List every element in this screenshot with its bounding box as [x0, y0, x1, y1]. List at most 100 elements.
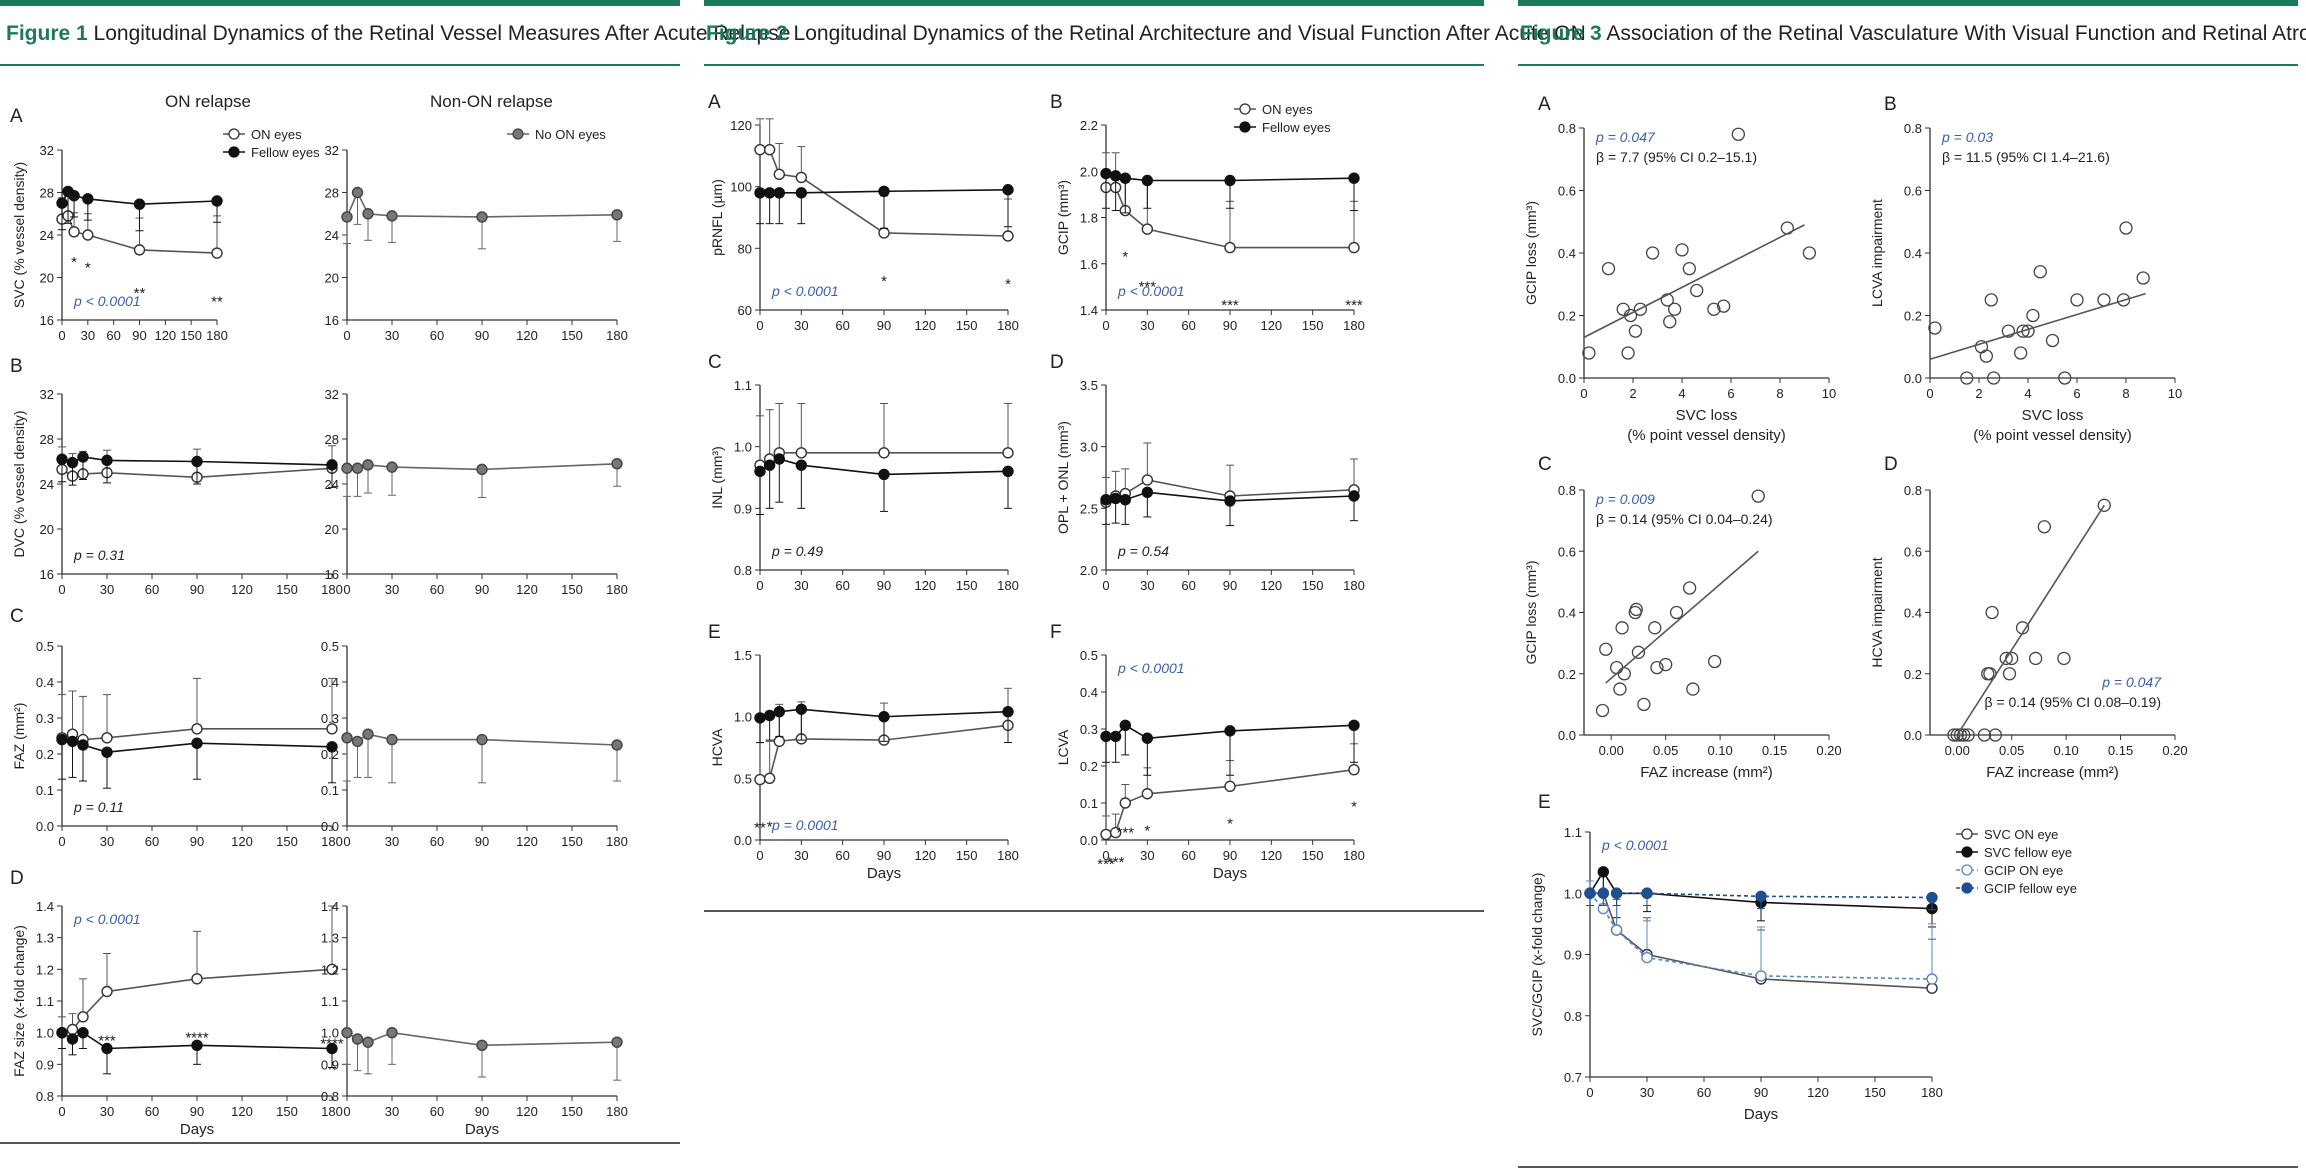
series-no-on-eyes	[342, 459, 622, 498]
y-tick-label: 2.0	[1080, 563, 1098, 578]
data-point	[78, 1012, 88, 1022]
axes-f1A_non: 16202428320 30 60 90 120 150 180	[325, 143, 628, 343]
data-point	[57, 1028, 67, 1038]
data-point	[342, 212, 352, 222]
significance-mark: *	[85, 259, 91, 276]
x-tick-label: 150	[1302, 318, 1324, 333]
data-point	[1142, 475, 1152, 485]
data-point	[1709, 656, 1721, 668]
x-tick-label: 60	[1181, 578, 1195, 593]
x-tick-label: 4	[1678, 386, 1685, 401]
x-tick-label: 10	[1822, 386, 1836, 401]
y-tick-label: 0.4	[1558, 246, 1576, 261]
data-point	[1349, 173, 1359, 183]
series-on-eyes	[755, 404, 1013, 471]
data-point	[57, 735, 67, 745]
axes-f1B_non: 16202428320 30 60 90 120 150 180	[325, 387, 628, 597]
y-tick-label: 0.5	[321, 639, 339, 654]
data-point	[1142, 224, 1152, 234]
x-tick-label: 180	[606, 328, 628, 343]
y-tick-label: 16	[325, 567, 339, 582]
x-tick-label: 120	[154, 328, 176, 343]
y-tick-label: 20	[325, 271, 339, 286]
y-tick-label: 0.8	[36, 1089, 54, 1104]
legend-marker	[1962, 883, 1972, 893]
y-tick-label: 24	[40, 228, 54, 243]
x-tick-label: 180	[1343, 578, 1365, 593]
x-tick-label: 120	[516, 1104, 538, 1119]
x-tick-label: 150	[180, 328, 202, 343]
panel-letter-D: D	[1884, 454, 1898, 475]
data-point	[57, 198, 67, 208]
x-tick-label: 30	[100, 834, 114, 849]
y-tick-label: 24	[40, 477, 54, 492]
x-tick-label: 180	[997, 578, 1019, 593]
data-point	[1752, 490, 1764, 502]
data-point	[765, 460, 775, 470]
y-tick-label: 0.8	[734, 563, 752, 578]
data-point	[1691, 285, 1703, 297]
y-tick-label: 0.0	[1904, 728, 1922, 743]
figure-2-column: Figure 2 Longitudinal Dynamics of the Re…	[704, 0, 1484, 1174]
p-value-label: p = 0.047	[2101, 674, 2162, 690]
data-point	[1642, 953, 1652, 963]
data-point	[1349, 491, 1359, 501]
panel-letter-F: F	[1050, 622, 1062, 643]
x-tick-label: 120	[231, 1104, 253, 1119]
x-tick-label: 90	[1223, 848, 1237, 863]
x-tick-label: 30	[100, 582, 114, 597]
series-fellow-eyes	[57, 452, 337, 487]
x-tick-label: 90	[475, 328, 489, 343]
data-point	[879, 186, 889, 196]
y-tick-label: 2.0	[1080, 164, 1098, 179]
x-tick-label: 30	[794, 318, 808, 333]
legend-marker	[229, 147, 239, 157]
data-point	[212, 196, 222, 206]
data-point	[68, 1025, 78, 1035]
series-no-on-eyes	[342, 188, 622, 249]
data-point	[1614, 683, 1626, 695]
axes-f2F: 0.00.10.20.30.40.50 30 60 90 120 150 180LCVADa…	[1055, 648, 1365, 882]
significance-mark: *	[71, 254, 77, 271]
data-point	[1664, 316, 1676, 328]
y-tick-label: 0.6	[1904, 544, 1922, 559]
x-tick-label: 150	[276, 1104, 298, 1119]
series-fellow-eyes	[1101, 720, 1359, 775]
statistic-label: β = 7.7 (95% CI 0.2–15.1)	[1596, 149, 1757, 165]
data-point	[755, 145, 765, 155]
x-axis-label: FAZ increase (mm²)	[1986, 764, 2119, 781]
data-point	[1632, 646, 1644, 658]
x-tick-label: 0	[1580, 386, 1587, 401]
data-point	[1629, 325, 1641, 337]
data-point	[1120, 720, 1130, 730]
data-point	[2038, 521, 2050, 533]
y-tick-label: 24	[325, 477, 339, 492]
x-tick-label: 30	[794, 578, 808, 593]
legend-marker	[513, 129, 523, 139]
series-fellow-eyes	[755, 185, 1013, 229]
data-point	[774, 454, 784, 464]
x-tick-label: 180	[606, 582, 628, 597]
x-tick-label: 0.10	[1707, 743, 1732, 758]
x-tick-label: 0	[756, 848, 763, 863]
chart-f1B_on: 16202428320 30 60 90 120 150 180DVC (% vessel …	[10, 356, 343, 597]
y-tick-label: 16	[40, 567, 54, 582]
y-axis-label: HCVA impairment	[1869, 557, 1885, 667]
x-tick-label: 180	[606, 834, 628, 849]
x-tick-label: 150	[1302, 578, 1324, 593]
panel-letter-A: A	[10, 106, 23, 127]
x-tick-label: 30	[385, 582, 399, 597]
x-tick-label: 90	[190, 1104, 204, 1119]
y-tick-label: 80	[738, 241, 752, 256]
x-tick-label: 60	[145, 582, 159, 597]
chart-f1A_on: 16202428320 30 60 90 120 150 180SVC (% vessel …	[10, 106, 320, 343]
panel-letter-A: A	[708, 92, 721, 113]
chart-f1D_non: 0.80.91.01.11.21.31.40 30 60 90 120 150 180Day…	[321, 899, 628, 1138]
y-axis-label: GCIP loss (mm³)	[1523, 201, 1539, 305]
figure-3-column: Figure 3 Association of the Retinal Vasc…	[1518, 0, 2298, 1174]
data-point	[774, 736, 784, 746]
x-tick-label: 150	[956, 578, 978, 593]
significance-mark: *	[881, 273, 887, 290]
x-tick-label: 150	[276, 582, 298, 597]
data-point	[755, 188, 765, 198]
